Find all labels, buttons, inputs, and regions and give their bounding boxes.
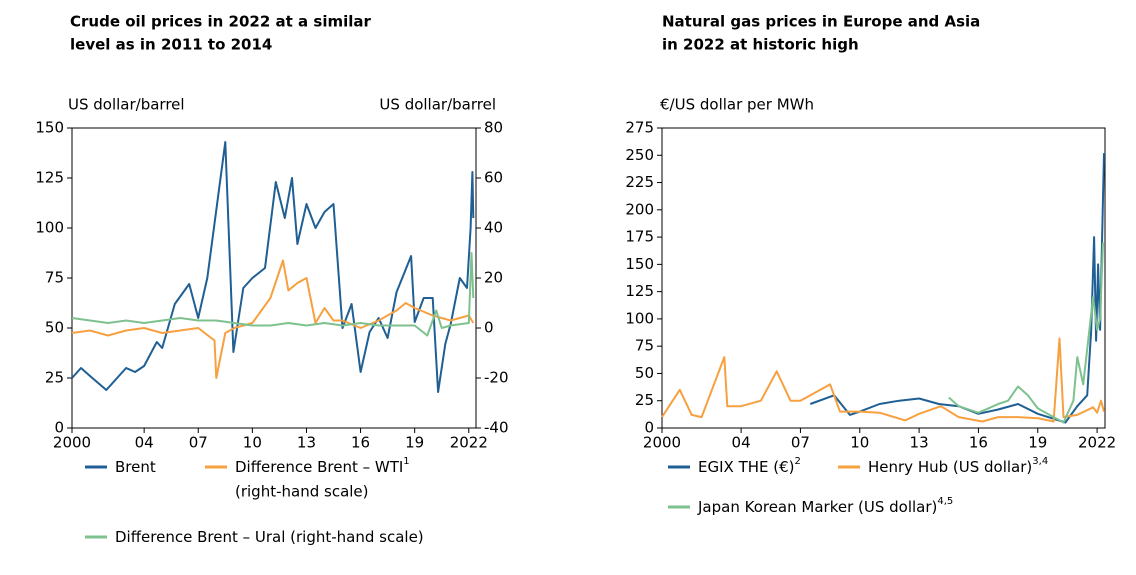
x-tick-label: 16 [969,434,988,452]
x-tick-label: 07 [791,434,810,452]
series-line [661,337,1105,423]
legend-label: Henry Hub (US dollar)3,4 [868,456,1048,476]
y-tick-label: 100 [625,309,654,327]
chart-title: in 2022 at historic high [662,36,859,54]
y-tick-label: 150 [35,119,64,137]
series-line [948,242,1104,424]
legend-footnote: 4,5 [937,496,953,507]
y2-tick-label: 40 [484,219,503,237]
y-tick-label: 250 [625,146,654,164]
y-tick-label: 275 [625,119,654,137]
chart-title: level as in 2011 to 2014 [70,36,272,54]
chart-title: Natural gas prices in Europe and Asia [662,13,980,31]
y-tick-label: 0 [644,419,654,437]
y-axis-label: €/US dollar per MWh [660,96,814,114]
y-tick-label: 100 [35,219,64,237]
y2-tick-label: 0 [484,319,494,337]
plot-frame [71,127,477,429]
y-tick-label: 175 [625,228,654,246]
y-tick-label: 125 [35,169,64,187]
legend-label: Difference Brent – Ural (right-hand scal… [115,528,424,546]
legend-label: Difference Brent – WTI1 [235,456,410,476]
y-tick-label: 25 [45,369,64,387]
y-tick-label: 50 [635,364,654,382]
legend-label: EGIX THE (€)2 [698,456,801,476]
y2-tick-label: -20 [484,369,509,387]
y2-tick-label: -40 [484,419,509,437]
legend-footnote: 2 [795,456,801,467]
legend-note: (right-hand scale) [235,483,369,501]
legend-name: EGIX THE (€) [698,458,795,476]
plot-frame [661,127,1106,429]
x-tick-label: 2022 [1078,434,1116,452]
series-line [71,252,475,337]
y2-tick-label: 80 [484,119,503,137]
legend-label: Japan Korean Marker (US dollar)4,5 [697,496,953,516]
y2-tick-label: 20 [484,269,503,287]
y-tick-label: 25 [635,391,654,409]
x-tick-label: 2000 [643,434,681,452]
y-axis-label: US dollar/barrel [68,96,185,114]
y-tick-label: 200 [625,200,654,218]
legend-name: Henry Hub (US dollar) [868,458,1032,476]
x-tick-label: 10 [850,434,869,452]
x-tick-label: 04 [135,434,154,452]
y-tick-label: 225 [625,173,654,191]
legend-footnote: 1 [403,456,409,467]
x-tick-label: 07 [189,434,208,452]
series-line [71,141,475,393]
x-tick-label: 2022 [450,434,488,452]
series-line [71,259,475,379]
legend-name: Japan Korean Marker (US dollar) [697,498,937,516]
x-tick-label: 13 [910,434,929,452]
legend-name: Brent [115,458,156,476]
x-tick-label: 19 [1028,434,1047,452]
y2-axis-label: US dollar/barrel [379,96,496,114]
legend-name: Difference Brent – WTI [235,458,403,476]
x-tick-label: 2000 [53,434,91,452]
legend-label: Brent [115,458,156,476]
legend-name: Difference Brent – Ural (right-hand scal… [115,528,424,546]
x-tick-label: 10 [243,434,262,452]
y-tick-label: 75 [45,269,64,287]
y2-tick-label: 60 [484,169,503,187]
series-line [809,153,1105,424]
x-tick-label: 13 [297,434,316,452]
x-tick-label: 19 [405,434,424,452]
y-tick-label: 75 [635,337,654,355]
y-tick-label: 0 [54,419,64,437]
y-tick-label: 125 [625,282,654,300]
x-tick-label: 04 [732,434,751,452]
y-tick-label: 50 [45,319,64,337]
legend-footnote: 3,4 [1032,456,1048,467]
x-tick-label: 16 [351,434,370,452]
chart-title: Crude oil prices in 2022 at a similar [70,13,371,31]
y-tick-label: 150 [625,255,654,273]
